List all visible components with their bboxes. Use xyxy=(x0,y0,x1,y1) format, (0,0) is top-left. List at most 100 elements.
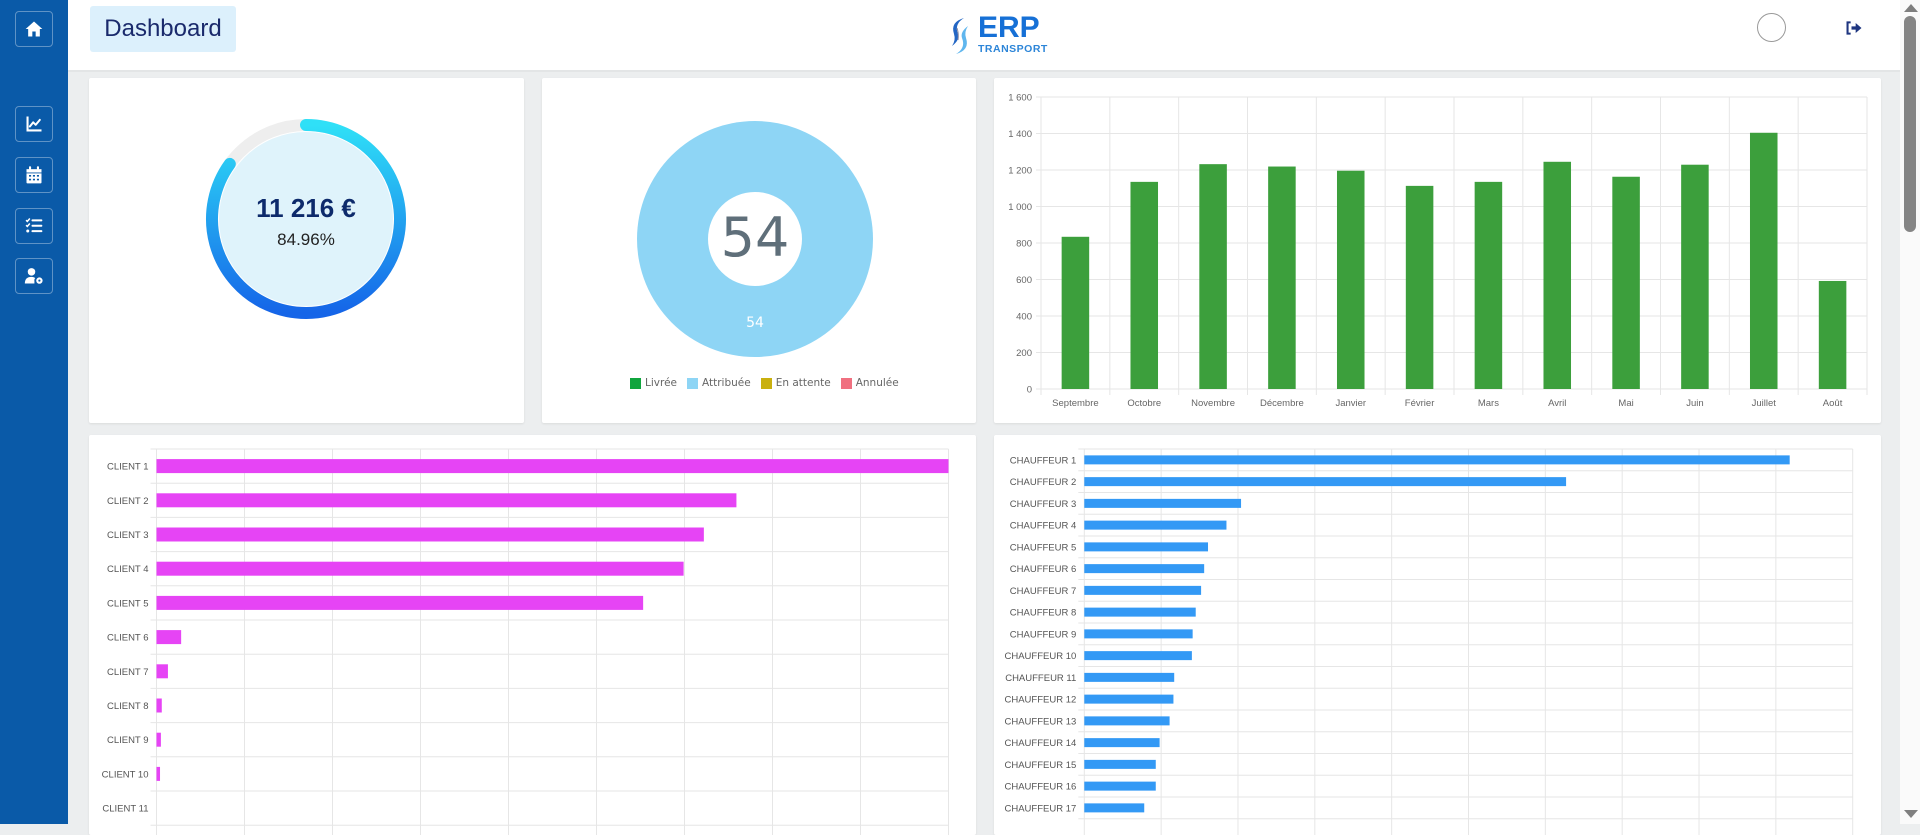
clients-bar-chart: CLIENT 1 CLIENT 2 CLIENT 3 CLIENT 4 CLIENT 5… xyxy=(102,448,949,835)
client-bar[interactable] xyxy=(156,664,168,679)
legend-swatch xyxy=(840,377,852,389)
drivers-chart-card: CHAUFFEUR 1 CHAUFFEUR 2 CHAUFFEUR 3 CHAUFFE… xyxy=(994,435,1881,835)
y-tick-label: 1 200 xyxy=(1008,166,1032,177)
client-bar[interactable] xyxy=(156,698,162,713)
driver-bar[interactable] xyxy=(1084,738,1160,748)
x-tick-label: Novembre xyxy=(1191,398,1235,409)
y-tick-label: CHAUFFEUR 5 xyxy=(1010,542,1077,553)
task-list-icon xyxy=(25,218,43,233)
x-tick-label: Août xyxy=(1823,398,1843,409)
driver-bar[interactable] xyxy=(1084,542,1209,552)
client-bar[interactable] xyxy=(156,527,704,542)
month-bar[interactable] xyxy=(1268,166,1296,389)
client-bar[interactable] xyxy=(156,732,161,747)
driver-bar[interactable] xyxy=(1084,564,1205,574)
sidebar-item-home[interactable] xyxy=(15,11,53,47)
clients-chart-card: CLIENT 1 CLIENT 2 CLIENT 3 CLIENT 4 CLIENT 5… xyxy=(89,435,976,835)
x-tick-label: Janvier xyxy=(1335,398,1366,409)
sidebar-item-statistics[interactable] xyxy=(15,106,53,142)
revenue-gauge-card: 11 216 € 84.96% xyxy=(89,78,524,423)
month-bar[interactable] xyxy=(1681,164,1709,389)
client-bar[interactable] xyxy=(156,561,684,576)
month-bar[interactable] xyxy=(1612,176,1640,389)
user-settings-icon xyxy=(24,268,43,284)
legend-item-en-attente[interactable]: En attente xyxy=(760,377,831,389)
driver-bar[interactable] xyxy=(1084,498,1242,508)
y-tick-label: CLIENT 8 xyxy=(107,701,149,712)
month-bar[interactable] xyxy=(1130,181,1159,389)
legend-item-livree[interactable]: Livrée xyxy=(630,377,677,389)
driver-bar[interactable] xyxy=(1084,694,1174,704)
x-tick-label: Juillet xyxy=(1752,398,1777,409)
vertical-scrollbar[interactable] xyxy=(1900,0,1920,824)
client-bar[interactable] xyxy=(156,630,182,645)
scrollbar-thumb[interactable] xyxy=(1904,16,1916,232)
y-tick-label: 1 000 xyxy=(1008,202,1032,213)
y-tick-label: CHAUFFEUR 7 xyxy=(1010,586,1077,597)
orders-donut-chart: 54 54 xyxy=(637,121,873,357)
legend-item-attribuee[interactable]: Attribuée xyxy=(687,377,751,389)
scroll-up-arrow-icon[interactable] xyxy=(1904,4,1918,12)
y-tick-label: 600 xyxy=(1016,275,1032,286)
user-avatar[interactable] xyxy=(1757,13,1786,42)
y-tick-label: CHAUFFEUR 10 xyxy=(1005,651,1077,662)
monthly-bar-chart: 0 200 400 600 800 1 000 1 200 1 400 1 600 Septemb… xyxy=(1008,93,1868,409)
driver-bar[interactable] xyxy=(1084,585,1202,595)
legend-item-annulee[interactable]: Annulée xyxy=(840,377,899,389)
gauge-amount: 11 216 € xyxy=(256,193,356,223)
legend-label: Livrée xyxy=(645,377,677,389)
y-tick-label: 1 400 xyxy=(1008,129,1032,140)
driver-bar[interactable] xyxy=(1084,520,1227,530)
y-tick-label: 800 xyxy=(1016,239,1032,250)
driver-bar[interactable] xyxy=(1084,803,1145,813)
client-bar[interactable] xyxy=(156,595,644,610)
y-tick-label: CHAUFFEUR 14 xyxy=(1005,738,1077,749)
y-tick-label: CHAUFFEUR 16 xyxy=(1005,782,1077,793)
driver-bar[interactable] xyxy=(1084,716,1170,726)
client-bar[interactable] xyxy=(156,493,737,508)
scroll-down-arrow-icon[interactable] xyxy=(1904,810,1918,818)
driver-bar[interactable] xyxy=(1084,672,1175,682)
sidebar xyxy=(0,0,68,824)
y-tick-label: CLIENT 11 xyxy=(102,804,148,815)
month-bar[interactable] xyxy=(1543,161,1572,389)
logout-icon[interactable] xyxy=(1844,18,1864,38)
donut-legend: Livrée Attribuée En attente Annulée xyxy=(630,377,899,389)
y-tick-label: CHAUFFEUR 13 xyxy=(1005,716,1077,727)
y-tick-label: CHAUFFEUR 9 xyxy=(1010,629,1077,640)
home-icon xyxy=(25,21,43,37)
month-bar[interactable] xyxy=(1061,236,1090,389)
driver-bar[interactable] xyxy=(1084,607,1196,617)
month-bar[interactable] xyxy=(1818,280,1847,389)
month-bar[interactable] xyxy=(1199,164,1227,389)
y-tick-label: CLIENT 5 xyxy=(107,598,149,609)
x-tick-label: Septembre xyxy=(1052,398,1098,409)
month-bar[interactable] xyxy=(1749,132,1778,389)
logo-swirl-icon xyxy=(952,18,968,54)
gauge-inner xyxy=(219,132,393,306)
driver-bar[interactable] xyxy=(1084,759,1156,769)
gauge-center-text: 11 216 € 84.96% xyxy=(206,193,406,250)
erp-transport-logo[interactable]: ERP TRANSPORT xyxy=(944,12,1054,58)
month-bar[interactable] xyxy=(1474,181,1503,389)
x-tick-label: Décembre xyxy=(1260,398,1304,409)
drivers-bar-chart: CHAUFFEUR 1 CHAUFFEUR 2 CHAUFFEUR 3 CHAUFFE… xyxy=(1005,448,1854,835)
driver-bar[interactable] xyxy=(1084,455,1790,465)
sidebar-item-calendar[interactable] xyxy=(15,157,53,193)
driver-bar[interactable] xyxy=(1084,651,1192,661)
sidebar-item-tasks[interactable] xyxy=(15,208,53,244)
driver-bar[interactable] xyxy=(1084,477,1567,487)
client-bar[interactable] xyxy=(156,459,949,474)
y-tick-label: CHAUFFEUR 11 xyxy=(1005,673,1076,684)
top-bar: Dashboard ERP TRANSPORT xyxy=(68,0,1900,72)
client-bar[interactable] xyxy=(156,766,161,781)
y-tick-label: CHAUFFEUR 17 xyxy=(1005,803,1077,814)
driver-bar[interactable] xyxy=(1084,629,1193,639)
y-tick-label: 1 600 xyxy=(1008,93,1032,104)
revenue-gauge xyxy=(206,119,406,319)
sidebar-item-users[interactable] xyxy=(15,258,53,294)
month-bar[interactable] xyxy=(1336,170,1365,389)
month-bar[interactable] xyxy=(1405,185,1434,389)
legend-swatch xyxy=(687,377,698,389)
driver-bar[interactable] xyxy=(1084,781,1156,791)
